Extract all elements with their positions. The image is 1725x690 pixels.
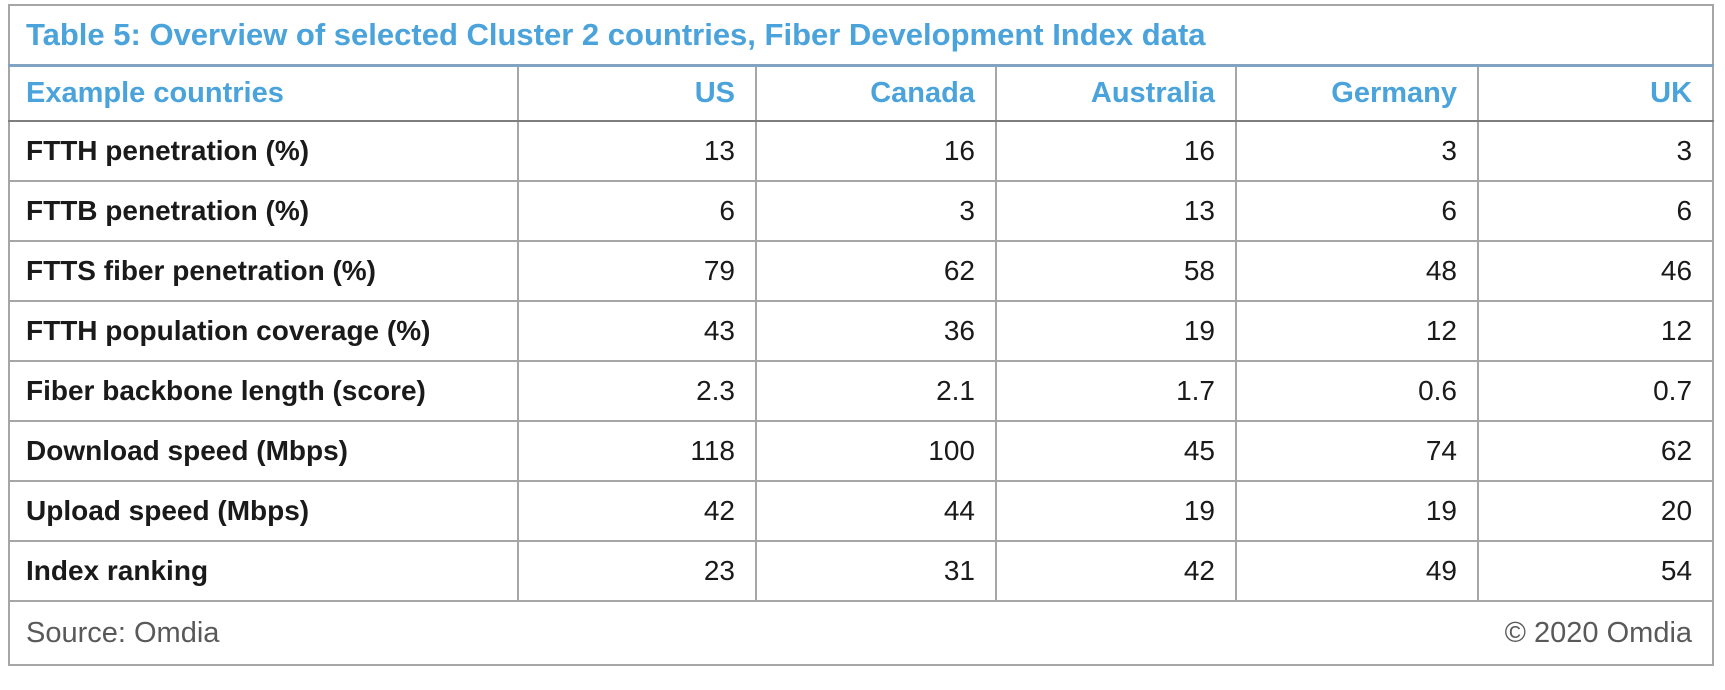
cell-value: 79 — [517, 240, 757, 302]
row-label: Download speed (Mbps) — [8, 420, 519, 482]
cell-value: 46 — [1476, 240, 1715, 302]
row-label: Upload speed (Mbps) — [8, 480, 519, 542]
table-row: Index ranking 23 31 42 49 54 — [8, 540, 1715, 602]
cell-value: 58 — [995, 240, 1237, 302]
cell-value: 2.3 — [517, 360, 757, 422]
table-row: FTTS fiber penetration (%) 79 62 58 48 4… — [8, 240, 1715, 302]
table-row: FTTH population coverage (%) 43 36 19 12… — [8, 300, 1715, 362]
cell-value: 31 — [755, 540, 997, 602]
cell-value: 13 — [517, 120, 757, 182]
row-label: Fiber backbone length (score) — [8, 360, 519, 422]
cell-value: 6 — [1476, 180, 1715, 242]
cell-value: 19 — [1235, 480, 1479, 542]
cell-value: 6 — [1235, 180, 1479, 242]
cell-value: 6 — [517, 180, 757, 242]
table-row: FTTB penetration (%) 6 3 13 6 6 — [8, 180, 1715, 242]
cell-value: 3 — [1235, 120, 1479, 182]
table-row: Fiber backbone length (score) 2.3 2.1 1.… — [8, 360, 1715, 422]
table-row: FTTH penetration (%) 13 16 16 3 3 — [8, 120, 1715, 182]
column-header-us: US — [517, 64, 757, 122]
column-header-example-countries: Example countries — [8, 64, 519, 122]
cell-value: 43 — [517, 300, 757, 362]
cell-value: 16 — [755, 120, 997, 182]
cell-value: 3 — [755, 180, 997, 242]
cell-value: 48 — [1235, 240, 1479, 302]
cell-value: 42 — [995, 540, 1237, 602]
cell-value: 20 — [1476, 480, 1715, 542]
row-label: FTTB penetration (%) — [8, 180, 519, 242]
row-label: FTTS fiber penetration (%) — [8, 240, 519, 302]
cell-value: 54 — [1476, 540, 1715, 602]
cell-value: 36 — [755, 300, 997, 362]
cell-value: 100 — [755, 420, 997, 482]
cell-value: 1.7 — [995, 360, 1237, 422]
table-row: Download speed (Mbps) 118 100 45 74 62 — [8, 420, 1715, 482]
cell-value: 12 — [1476, 300, 1715, 362]
column-header-australia: Australia — [995, 64, 1237, 122]
cell-value: 2.1 — [755, 360, 997, 422]
row-label: Index ranking — [8, 540, 519, 602]
copyright-note: © 2020 Omdia — [1504, 616, 1693, 649]
column-header-canada: Canada — [755, 64, 997, 122]
column-header-uk: UK — [1476, 64, 1715, 122]
table-row: Upload speed (Mbps) 42 44 19 19 20 — [8, 480, 1715, 542]
cell-value: 62 — [755, 240, 997, 302]
cell-value: 62 — [1476, 420, 1715, 482]
cell-value: 23 — [517, 540, 757, 602]
cell-value: 49 — [1235, 540, 1479, 602]
table-title: Table 5: Overview of selected Cluster 2 … — [7, 4, 1715, 67]
row-label: FTTH population coverage (%) — [8, 300, 519, 362]
cell-value: 0.6 — [1235, 360, 1479, 422]
table-title-row: Table 5: Overview of selected Cluster 2 … — [7, 4, 1715, 67]
column-header-germany: Germany — [1235, 64, 1479, 122]
cell-value: 16 — [995, 120, 1237, 182]
table-footer-row: Source: Omdia © 2020 Omdia — [7, 600, 1715, 666]
source-note: Source: Omdia — [26, 616, 220, 649]
row-label: FTTH penetration (%) — [8, 120, 519, 182]
cell-value: 3 — [1476, 120, 1715, 182]
table-header-row: Example countries US Canada Australia Ge… — [8, 64, 1715, 122]
cell-value: 45 — [995, 420, 1237, 482]
cell-value: 42 — [517, 480, 757, 542]
cell-value: 19 — [995, 300, 1237, 362]
table-footer: Source: Omdia © 2020 Omdia — [26, 617, 1692, 650]
cell-value: 118 — [517, 420, 757, 482]
cell-value: 19 — [995, 480, 1237, 542]
cell-value: 44 — [755, 480, 997, 542]
cell-value: 0.7 — [1476, 360, 1715, 422]
cell-value: 13 — [995, 180, 1237, 242]
fiber-development-index-table: Table 5: Overview of selected Cluster 2 … — [7, 4, 1715, 666]
cell-value: 74 — [1235, 420, 1479, 482]
cell-value: 12 — [1235, 300, 1479, 362]
